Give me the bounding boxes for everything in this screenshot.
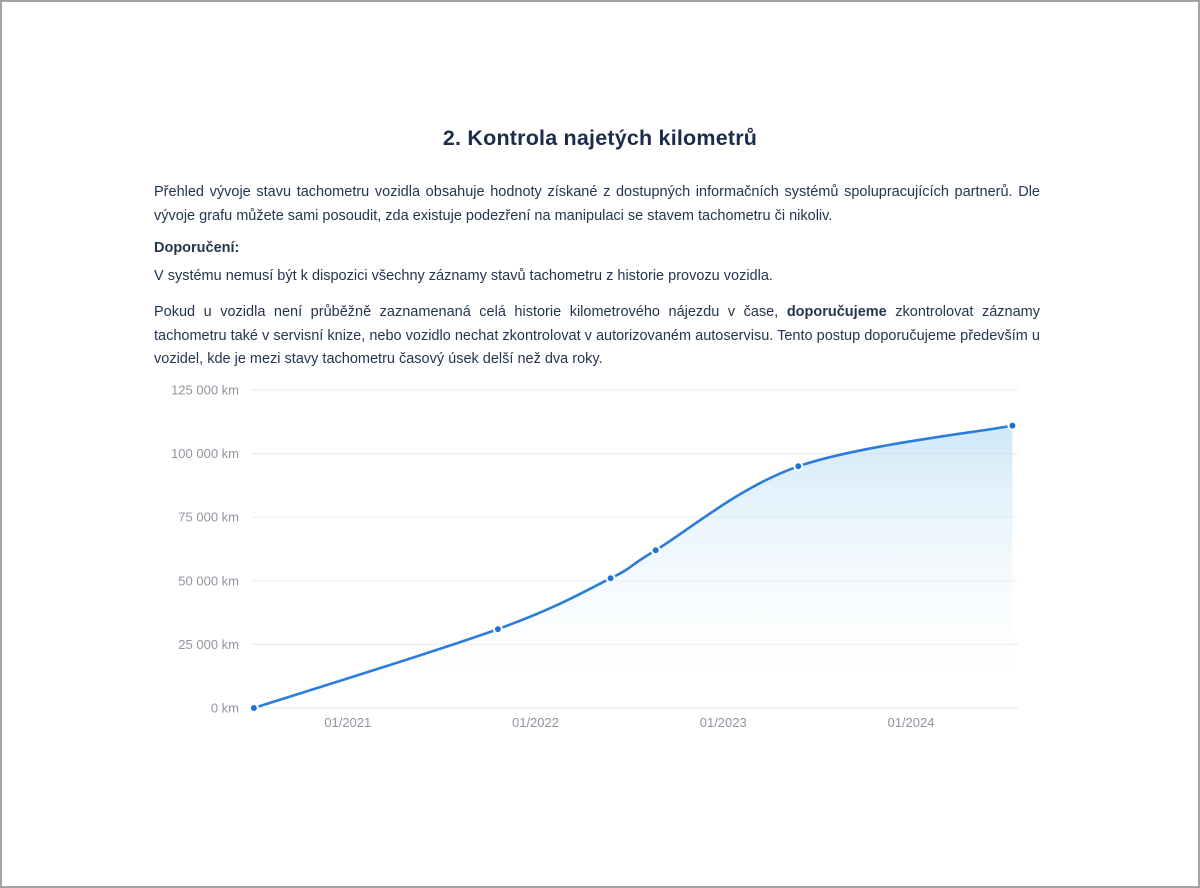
advice-paragraph: Pokud u vozidla není průběžně zaznamenan… <box>154 301 1040 372</box>
odometer-chart: 0 km 25 000 km 50 000 km 75 000 km 100 000 k… <box>142 374 1062 746</box>
intro-paragraph: Přehled vývoje stavu tachometru vozidla … <box>154 184 1040 224</box>
data-point[interactable] <box>793 461 804 472</box>
x-tick-label: 01/2024 <box>887 715 934 730</box>
note-paragraph: V systému nemusí být k dispozici všechny… <box>154 267 773 284</box>
advice-text-1: Pokud u vozidla není průběžně zaznamenan… <box>154 304 787 320</box>
advice-text-2: zkontrolovat záznamy tachometru také v s… <box>154 304 1040 367</box>
x-tick-label: 01/2021 <box>324 715 371 730</box>
y-tick-label: 0 km <box>211 701 239 716</box>
section-title: 2. Kontrola najetých kilometrů <box>442 126 758 150</box>
x-tick-label: 01/2023 <box>700 715 747 730</box>
y-tick-label: 50 000 km <box>178 573 239 588</box>
data-point[interactable] <box>248 703 259 713</box>
x-tick-label: 01/2022 <box>512 715 559 730</box>
y-tick-label: 25 000 km <box>178 637 239 652</box>
data-point[interactable] <box>650 545 661 556</box>
odometer-chart-svg: 0 km 25 000 km 50 000 km 75 000 km 100 000 k… <box>171 383 1018 730</box>
series-line <box>252 424 1014 710</box>
y-tick-label: 125 000 km <box>171 383 239 398</box>
recommendation-label: Doporučení: <box>154 240 240 256</box>
series-area <box>253 425 1013 708</box>
y-tick-label: 75 000 km <box>178 510 239 525</box>
advice-text-bold: doporučujeme <box>786 304 887 320</box>
y-tick-label: 100 000 km <box>171 446 239 461</box>
data-point[interactable] <box>605 573 616 584</box>
data-point[interactable] <box>1007 420 1018 431</box>
section-body: Přehled vývoje stavu tachometru vozidla … <box>154 181 1040 372</box>
data-point[interactable] <box>492 624 503 635</box>
